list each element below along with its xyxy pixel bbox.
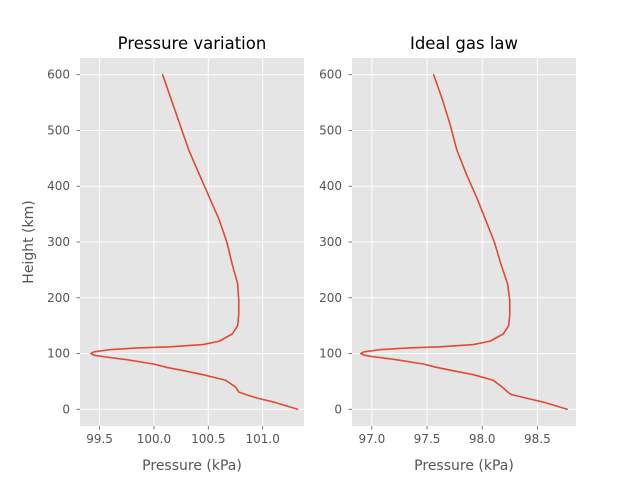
data-series <box>360 73 568 411</box>
pressure-curve <box>90 73 299 411</box>
y-tick-label: 200 <box>47 291 70 305</box>
y-tick-label: 400 <box>319 179 342 193</box>
x-axis-label: Pressure (kPa) <box>142 458 242 474</box>
x-axis-ticks: 99.5 100.0 100.5 101.0 <box>86 426 280 446</box>
subplot-title: Pressure variation <box>118 34 267 53</box>
y-tick-label: 500 <box>319 123 342 137</box>
y-tick-label: 400 <box>47 179 70 193</box>
y-tick-label: 100 <box>47 347 70 361</box>
x-tick-label: 98.5 <box>524 432 551 446</box>
subplot-ideal-gas-law: Ideal gas law 97.0 97.5 98.0 98.5 0 100 200 30… <box>319 34 576 474</box>
y-tick-label: 0 <box>334 402 342 416</box>
grid-lines <box>80 58 304 426</box>
y-tick-label: 200 <box>319 291 342 305</box>
pressure-curve <box>360 73 568 411</box>
y-tick-label: 100 <box>319 347 342 361</box>
x-tick-label: 97.5 <box>414 432 441 446</box>
x-tick-label: 99.5 <box>86 432 113 446</box>
subplot-pressure-variation: Pressure variation 99.5 100.0 100.5 101.0 0… <box>21 34 304 474</box>
x-tick-label: 97.0 <box>359 432 386 446</box>
x-axis-ticks: 97.0 97.5 98.0 98.5 <box>359 426 551 446</box>
y-tick-label: 600 <box>47 68 70 82</box>
y-axis-label: Height (km) <box>21 200 37 283</box>
data-series <box>90 73 299 411</box>
y-tick-label: 600 <box>319 68 342 82</box>
y-tick-label: 300 <box>47 235 70 249</box>
y-axis-ticks: 0 100 200 300 400 500 600 <box>47 68 80 416</box>
x-tick-label: 100.0 <box>137 432 171 446</box>
y-tick-label: 300 <box>319 235 342 249</box>
x-tick-label: 101.0 <box>245 432 279 446</box>
grid-lines <box>352 58 576 426</box>
x-tick-label: 98.0 <box>469 432 496 446</box>
subplot-title: Ideal gas law <box>410 34 518 53</box>
x-tick-label: 100.5 <box>191 432 225 446</box>
y-axis-ticks: 0 100 200 300 400 500 600 <box>319 68 352 416</box>
y-tick-label: 0 <box>62 402 70 416</box>
y-tick-label: 500 <box>47 123 70 137</box>
x-axis-label: Pressure (kPa) <box>414 458 514 474</box>
